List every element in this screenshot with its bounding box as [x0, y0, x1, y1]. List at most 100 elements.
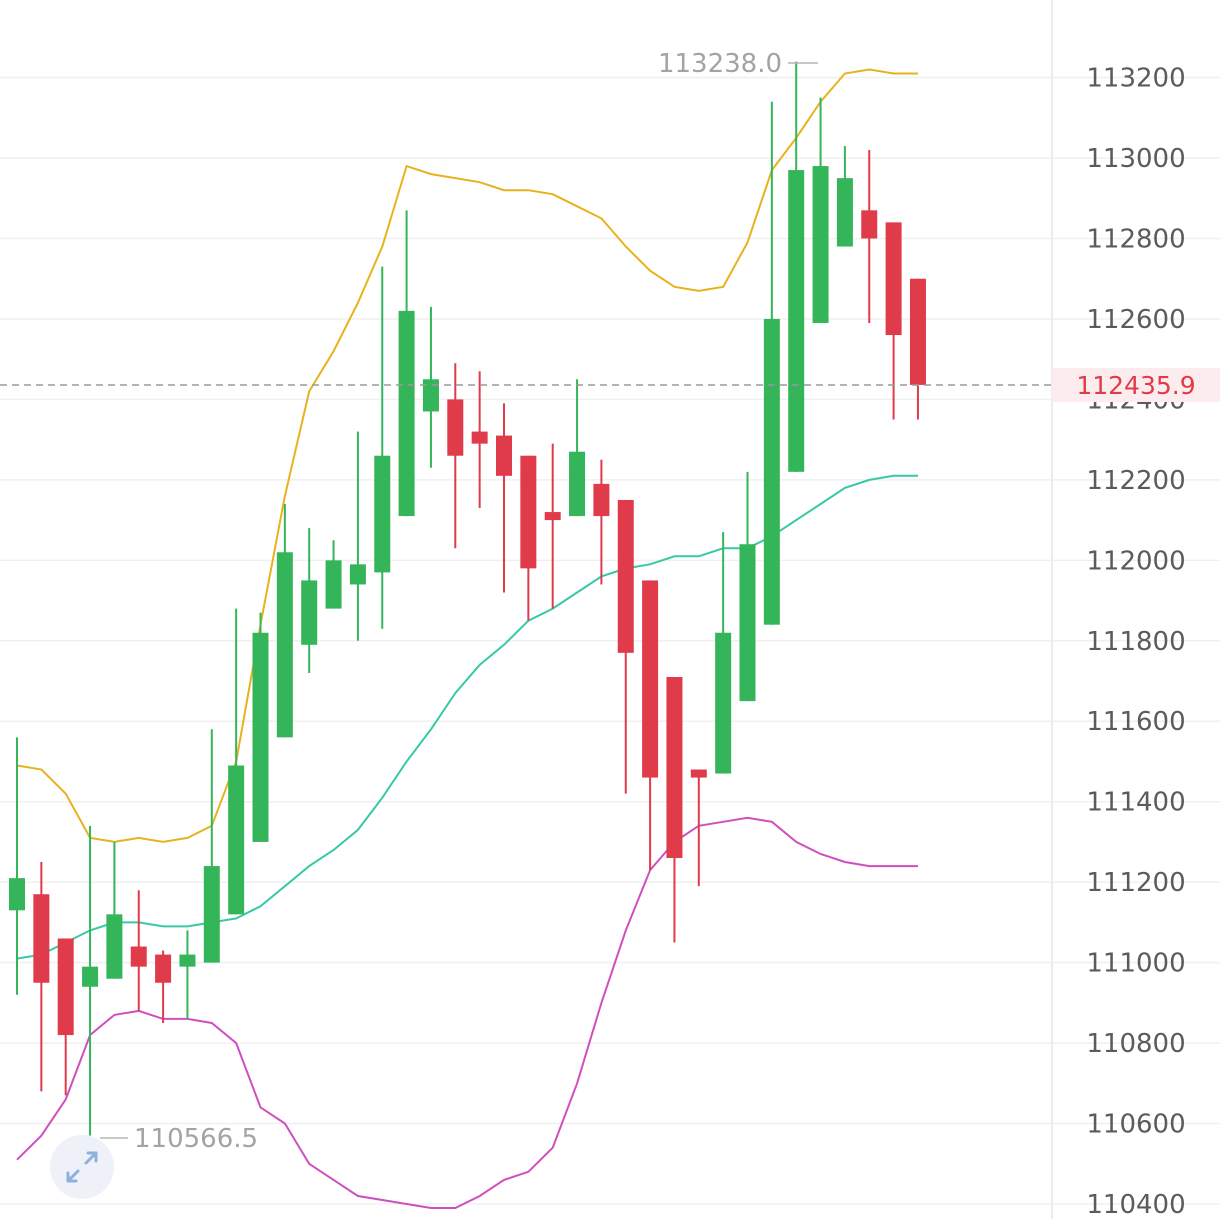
candle — [252, 612, 269, 842]
candle — [739, 471, 756, 702]
candle-body — [398, 310, 415, 517]
candle-body — [33, 894, 50, 983]
y-tick-label: 112200 — [1086, 466, 1185, 496]
candle-body — [861, 210, 878, 239]
candle-body — [885, 222, 902, 336]
candles — [9, 61, 926, 1136]
candle-body — [252, 632, 269, 842]
y-tick-label: 111000 — [1086, 949, 1185, 979]
candle-body — [301, 580, 318, 645]
y-tick-label: 110600 — [1086, 1110, 1185, 1140]
candle-body — [569, 451, 586, 517]
candle-body — [788, 170, 805, 472]
candle-body — [715, 632, 732, 774]
candle-body — [909, 278, 926, 385]
y-tick-label: 111400 — [1086, 788, 1185, 818]
candle — [569, 379, 586, 517]
candle — [471, 371, 488, 509]
y-tick-label: 113200 — [1086, 64, 1185, 94]
candle — [179, 930, 196, 1019]
candle-body — [155, 954, 172, 983]
candle — [349, 431, 366, 641]
candle — [544, 443, 561, 609]
y-axis: 110400 110600 110800 111000 111200 111400 1116… — [1086, 64, 1185, 1219]
candle — [520, 455, 537, 621]
y-tick-label: 112600 — [1086, 305, 1185, 335]
candle — [9, 737, 25, 995]
candle — [82, 825, 99, 1136]
current-price-tag-bg — [1052, 368, 1220, 402]
candle-body — [812, 166, 829, 323]
candle — [106, 841, 123, 979]
candle-body — [520, 455, 537, 569]
candle-body — [666, 676, 683, 859]
candle — [447, 363, 464, 549]
candle — [374, 266, 391, 629]
candle — [57, 938, 74, 1096]
candle — [228, 608, 245, 915]
candle — [276, 503, 293, 738]
candle — [642, 580, 659, 871]
candle — [593, 459, 610, 585]
candle-body — [228, 765, 245, 915]
y-tick-label: 112000 — [1086, 546, 1185, 576]
candle-body — [617, 499, 634, 653]
candle — [715, 532, 732, 774]
candle-body — [642, 580, 659, 778]
candle-body — [836, 178, 853, 247]
y-tick-label: 111800 — [1086, 627, 1185, 657]
y-tick-label: 113000 — [1086, 144, 1185, 174]
candle-body — [763, 318, 780, 625]
candle-body — [276, 552, 293, 738]
candle-body — [374, 455, 391, 573]
candle-body — [9, 878, 25, 911]
candle-body — [203, 866, 220, 963]
candle — [203, 729, 220, 963]
candle-body — [422, 379, 439, 412]
y-tick-label: 110400 — [1086, 1190, 1185, 1219]
expand-icon — [66, 1151, 98, 1183]
max-price-label: 113238.0 — [658, 49, 782, 79]
candle-body — [690, 769, 707, 778]
expand-button[interactable] — [50, 1135, 114, 1199]
candle — [325, 540, 342, 609]
candle-body — [739, 544, 756, 702]
candle-body — [325, 560, 342, 609]
candle — [398, 210, 415, 517]
candle-body — [471, 431, 488, 444]
min-price-label: 110566.5 — [134, 1124, 258, 1154]
candle-body — [447, 399, 464, 456]
y-tick-label: 110800 — [1086, 1029, 1185, 1059]
candle — [909, 278, 926, 420]
candle — [155, 950, 172, 1023]
bollinger-bands — [16, 68, 918, 1209]
candle — [763, 101, 780, 625]
upper-band-line — [16, 68, 918, 843]
candle-body — [106, 914, 123, 979]
candle — [836, 145, 853, 247]
candle-body — [593, 483, 610, 517]
candle-body — [496, 435, 512, 476]
candle — [861, 149, 878, 323]
candle — [885, 222, 902, 420]
candle-body — [179, 954, 196, 967]
candle — [33, 862, 50, 1092]
y-tick-label: 111600 — [1086, 707, 1185, 737]
candle — [617, 499, 634, 794]
candle-body — [82, 966, 99, 987]
grid-lines — [0, 76, 1220, 1205]
y-tick-label: 112800 — [1086, 224, 1185, 254]
candle-body — [57, 938, 74, 1036]
candle-body — [349, 564, 366, 585]
current-price-tag: 112435.9 — [1076, 371, 1195, 400]
candle — [301, 528, 318, 673]
candle-body — [130, 946, 147, 967]
y-tick-label: 111200 — [1086, 868, 1185, 898]
candle — [496, 403, 512, 593]
middle-band-line — [16, 474, 918, 960]
candle — [422, 306, 439, 468]
lower-band-line — [16, 816, 918, 1209]
candle — [812, 97, 829, 323]
candle-body — [544, 512, 561, 521]
